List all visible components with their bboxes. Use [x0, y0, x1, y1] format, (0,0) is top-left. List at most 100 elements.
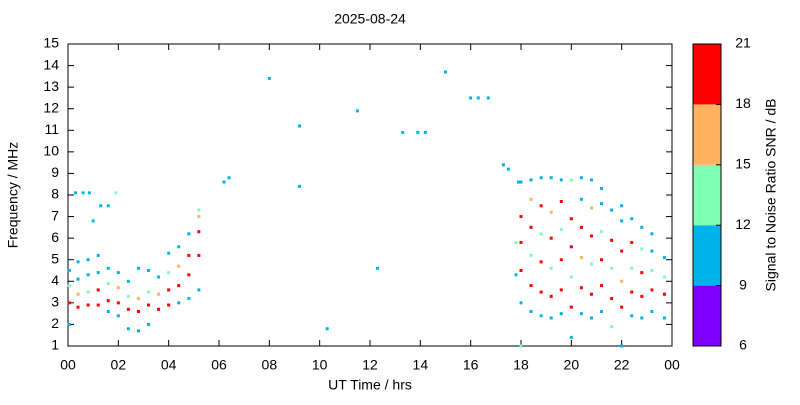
y-tick-label: 14 [43, 56, 59, 72]
data-point [106, 309, 110, 313]
data-point [549, 316, 553, 320]
data-point [569, 245, 573, 249]
data-point [401, 130, 405, 134]
data-point [620, 344, 624, 348]
data-point [126, 279, 130, 283]
data-point [325, 327, 329, 331]
data-point [416, 130, 420, 134]
data-point [116, 286, 120, 290]
data-point [197, 253, 201, 257]
data-point [177, 245, 181, 249]
data-point [569, 275, 573, 279]
data-point [600, 202, 604, 206]
x-tick-label: 12 [362, 357, 378, 373]
data-point [640, 247, 644, 251]
data-point [519, 215, 523, 219]
data-point [519, 240, 523, 244]
data-point [74, 191, 78, 195]
data-point [67, 284, 71, 288]
data-point [355, 109, 359, 113]
data-point [610, 208, 614, 212]
data-point [147, 322, 151, 326]
data-point [519, 344, 523, 348]
data-point [559, 199, 563, 203]
data-point [539, 314, 543, 318]
data-point [569, 305, 573, 309]
data-point [569, 178, 573, 182]
data-point [298, 184, 302, 188]
data-point [559, 178, 563, 182]
data-point [519, 269, 523, 272]
data-point [76, 277, 80, 281]
y-tick-label: 11 [44, 121, 59, 137]
data-point [444, 70, 447, 74]
data-point [529, 284, 533, 288]
data-point [514, 273, 518, 277]
data-point [423, 130, 427, 134]
y-tick-label: 3 [51, 294, 59, 310]
data-point [539, 290, 543, 294]
colorbar-frame [692, 43, 722, 347]
data-point [147, 303, 151, 307]
data-point [76, 305, 80, 309]
data-point [298, 124, 302, 128]
colorbar-segment [693, 44, 721, 105]
x-tick-label: 06 [211, 357, 227, 373]
data-point [376, 266, 380, 270]
data-point [600, 258, 604, 262]
data-point [569, 217, 573, 221]
data-point [67, 322, 71, 326]
x-tick-label: 14 [413, 357, 429, 373]
data-point [579, 176, 583, 180]
data-point [529, 309, 533, 313]
y-tick-label: 15 [43, 35, 59, 51]
data-point [650, 269, 654, 272]
data-point [187, 253, 191, 257]
colorbar-tick-label: 12 [735, 216, 751, 232]
y-tick-label: 5 [51, 250, 59, 266]
colorbar-segment [693, 225, 721, 286]
data-point [197, 215, 201, 219]
data-point [222, 180, 226, 184]
x-tick-label: 08 [262, 357, 278, 373]
data-point [630, 266, 634, 270]
data-point [116, 271, 120, 275]
data-point [569, 335, 573, 339]
data-point [67, 301, 71, 305]
data-point [640, 225, 644, 229]
data-point [650, 288, 654, 292]
data-point [620, 249, 624, 253]
y-tick-label: 9 [51, 164, 59, 180]
data-point [106, 281, 110, 285]
data-point [116, 301, 120, 305]
data-point [136, 297, 140, 301]
data-point [126, 327, 130, 331]
data-point [87, 191, 91, 195]
data-point [610, 266, 614, 270]
data-point [539, 232, 543, 236]
data-point [167, 288, 171, 292]
data-point [86, 273, 90, 277]
colorbar-tick-label: 15 [735, 156, 751, 172]
data-point [197, 230, 201, 234]
data-point [600, 284, 604, 288]
data-point [589, 234, 593, 238]
data-point [620, 279, 624, 283]
data-point [589, 262, 593, 266]
data-point [116, 314, 120, 318]
data-point [662, 256, 666, 260]
y-tick-label: 10 [43, 143, 59, 159]
data-point [559, 288, 563, 292]
data-point [620, 305, 624, 309]
data-point [579, 225, 583, 229]
data-point [600, 309, 604, 313]
y-axis-label: Frequency / MHz [5, 142, 21, 249]
data-point [600, 187, 604, 191]
data-point [620, 219, 624, 223]
data-point [650, 232, 654, 236]
data-point [514, 240, 518, 244]
colorbar-tick-label: 21 [735, 35, 751, 51]
data-point [96, 253, 100, 257]
x-tick-label: 16 [463, 357, 479, 373]
